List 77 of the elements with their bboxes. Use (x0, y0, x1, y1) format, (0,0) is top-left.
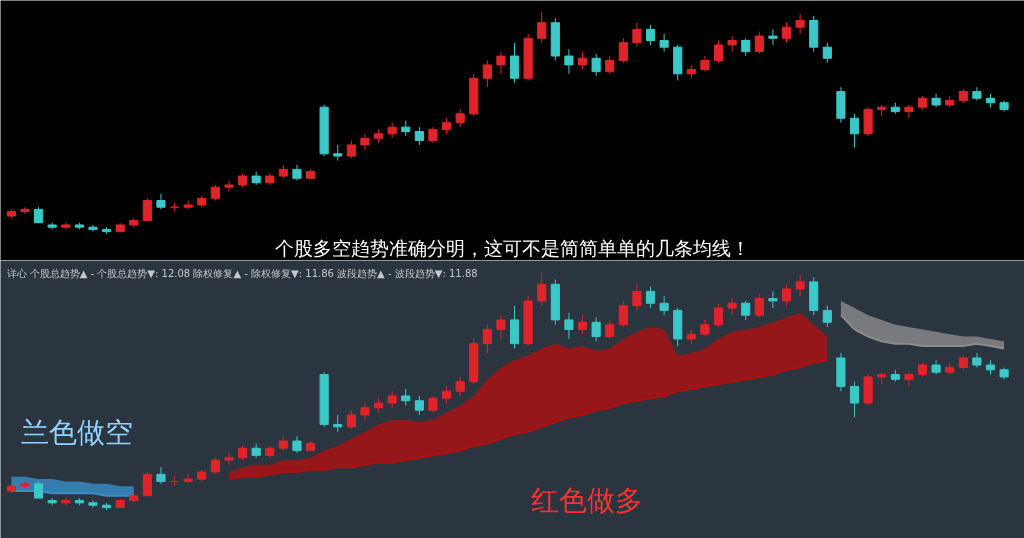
candlestick (129, 492, 139, 504)
candlestick (686, 328, 696, 345)
candlestick (265, 173, 275, 186)
candlestick (61, 497, 71, 506)
candlestick (197, 469, 207, 482)
candlestick (115, 222, 125, 233)
candlestick (6, 483, 16, 494)
candlestick (577, 51, 588, 70)
candlestick (972, 352, 982, 368)
candlestick (278, 435, 288, 452)
candlestick (346, 140, 356, 159)
candlestick (509, 42, 520, 84)
candlestick (292, 435, 302, 454)
text: 个股多空趋势准确分明，这可不是简简单单的几条均线！ (275, 236, 750, 259)
candlestick (319, 104, 329, 157)
candlestick (74, 497, 84, 506)
candlestick (210, 457, 220, 475)
candlestick (931, 359, 941, 376)
candlestick (999, 100, 1009, 113)
candlestick (183, 473, 193, 485)
candlestick (972, 86, 982, 101)
candlestick (713, 40, 724, 64)
candlestick (496, 314, 506, 340)
candlestick (224, 452, 234, 466)
candlestick (537, 11, 547, 44)
candlestick (387, 390, 397, 409)
candlestick (251, 442, 261, 459)
candlestick (795, 274, 805, 297)
candlestick (945, 95, 955, 108)
candlestick (20, 480, 30, 490)
candlestick (496, 51, 506, 75)
candlestick (115, 497, 125, 509)
candlestick (795, 13, 805, 35)
candlestick (373, 128, 384, 144)
candlestick (278, 164, 288, 179)
candlestick (34, 480, 44, 499)
candlestick (156, 193, 166, 210)
candlestick (958, 355, 968, 371)
candlestick (455, 376, 465, 397)
candlestick (999, 366, 1009, 380)
candlestick (360, 402, 370, 421)
candlestick (237, 173, 248, 188)
annotation: 兰色做空 (20, 415, 133, 449)
candlestick (754, 31, 764, 55)
candlestick (727, 35, 737, 53)
candlestick (768, 28, 778, 46)
candlestick (251, 171, 261, 186)
candlestick (6, 208, 16, 219)
candlestick (768, 290, 778, 309)
candlestick (197, 195, 207, 208)
candlestick (564, 48, 574, 75)
candlestick (360, 133, 370, 150)
candlestick (904, 371, 914, 387)
candlestick (333, 144, 343, 161)
candlestick (917, 362, 928, 378)
candlestick (401, 388, 411, 406)
candlestick (414, 395, 424, 416)
candlestick (319, 371, 329, 428)
candlestick (781, 283, 792, 307)
annotation: 详心 个股总趋势▲ - 个股总趋势▼: 12.08 除权修复▲ - 除权修复▼: 11.86 波段趋势▲ - 波段趋势▼: 11.88 (6, 267, 478, 279)
candlestick (985, 359, 996, 376)
candlestick (88, 499, 98, 509)
candlestick (482, 60, 492, 88)
candlestick (441, 117, 452, 135)
annotation: 红色做多 (530, 483, 643, 517)
candlestick (931, 93, 941, 108)
candlestick (945, 362, 955, 376)
candlestick (877, 371, 887, 385)
candlestick (890, 369, 900, 383)
candlestick (564, 312, 574, 340)
candlestick (305, 168, 316, 179)
candlestick (224, 180, 234, 193)
candlestick (47, 497, 57, 506)
candlestick (659, 33, 669, 53)
candlestick (373, 397, 384, 414)
candlestick (129, 217, 139, 228)
candlestick (700, 319, 710, 338)
